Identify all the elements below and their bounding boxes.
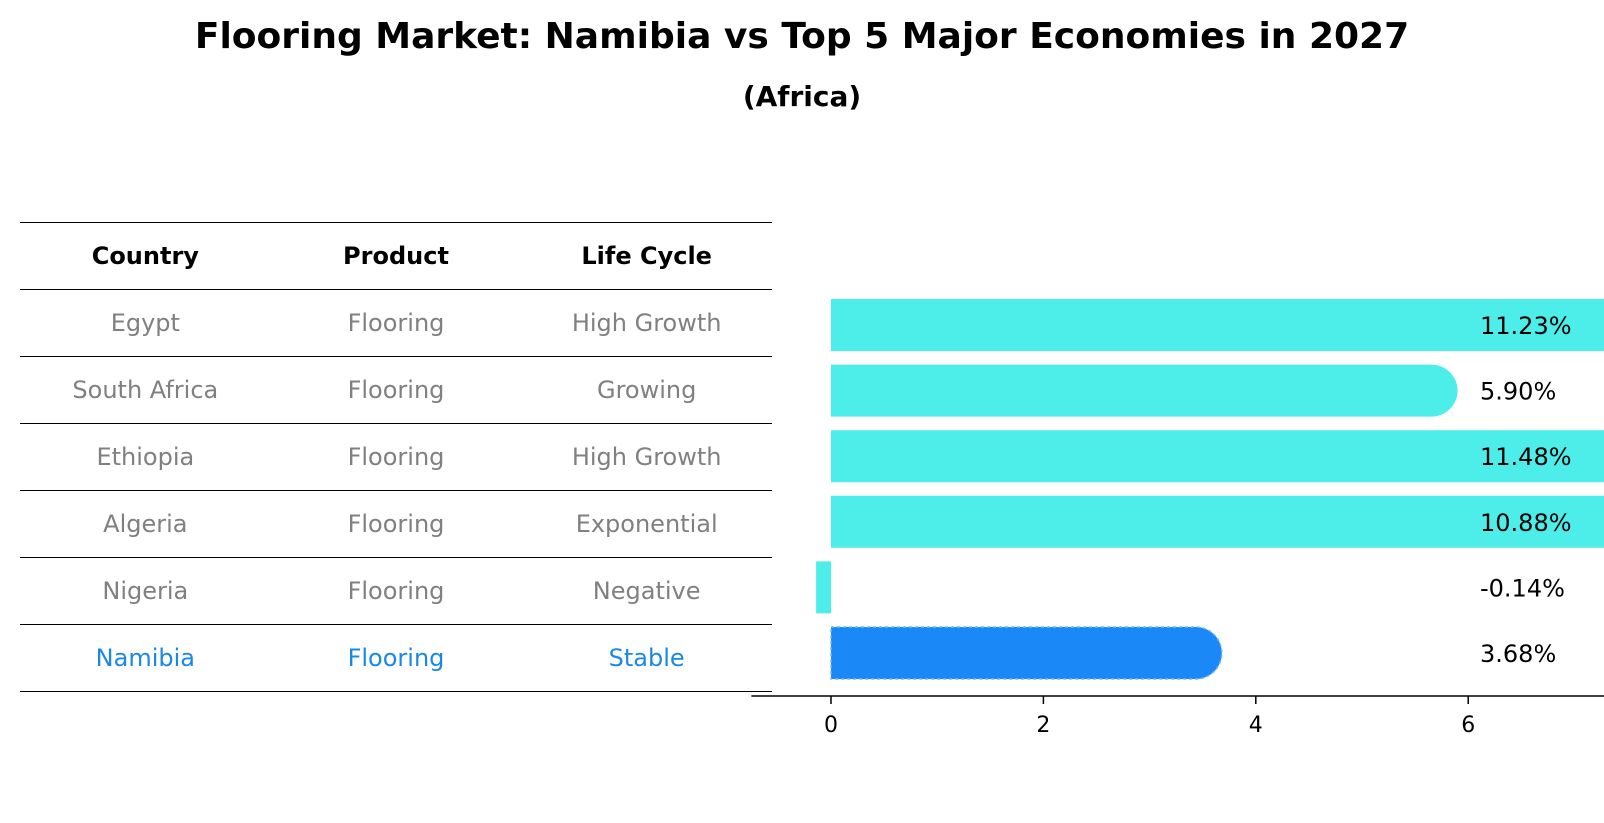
cell-product: Flooring [270,423,522,491]
bar-south-africa [831,364,1458,417]
cell-life-cycle: Stable [521,624,772,692]
cell-country: Namibia [20,624,271,692]
data-label: 10.88% [1480,509,1572,537]
table-row: Nigeria Flooring Negative [20,557,772,625]
table-row: Egypt Flooring High Growth [20,289,772,357]
table-row-highlight: Namibia Flooring Stable [20,624,772,692]
market-table: Country Product Life Cycle Egypt Floorin… [20,222,772,692]
x-tick-label: 6 [1461,713,1475,738]
cell-life-cycle: Negative [521,557,772,625]
chart-title: Flooring Market: Namibia vs Top 5 Major … [194,16,1410,57]
cell-life-cycle: High Growth [521,289,772,357]
cell-product: Flooring [270,557,522,625]
table-row: South Africa Flooring Growing [20,356,772,424]
cell-product: Flooring [270,356,522,424]
cell-country: Egypt [20,289,271,357]
x-tick-label: 4 [1249,713,1263,738]
cell-life-cycle: High Growth [521,423,772,491]
cell-life-cycle: Exponential [521,490,772,558]
cell-product: Flooring [270,289,522,357]
bar-nigeria [816,561,831,614]
cell-life-cycle: Growing [521,356,772,424]
data-label: 3.68% [1480,640,1556,668]
chart-subtitle: (Africa) [742,80,862,113]
bar-namibia [830,626,1223,680]
data-label: 11.23% [1480,312,1572,340]
cell-country: South Africa [20,356,271,424]
header-product: Product [270,222,522,290]
data-label: 11.48% [1480,443,1572,471]
cell-product: Flooring [270,624,522,692]
bar-algeria [831,495,1604,548]
table-header-row: Country Product Life Cycle [20,222,772,290]
table-row: Algeria Flooring Exponential [20,490,772,558]
cell-country: Nigeria [20,557,271,625]
header-life-cycle: Life Cycle [521,222,772,290]
bar-egypt [831,299,1604,351]
x-tick-label: 0 [824,713,838,738]
x-tick-label: 2 [1036,713,1050,738]
header-country: Country [20,222,271,290]
cell-country: Algeria [20,490,271,558]
cell-country: Ethiopia [20,423,271,491]
table-row: Ethiopia Flooring High Growth [20,423,772,491]
bar-ethiopia [831,430,1604,483]
data-label: -0.14% [1480,574,1565,602]
cell-product: Flooring [270,490,522,558]
data-label: 5.90% [1480,378,1556,406]
